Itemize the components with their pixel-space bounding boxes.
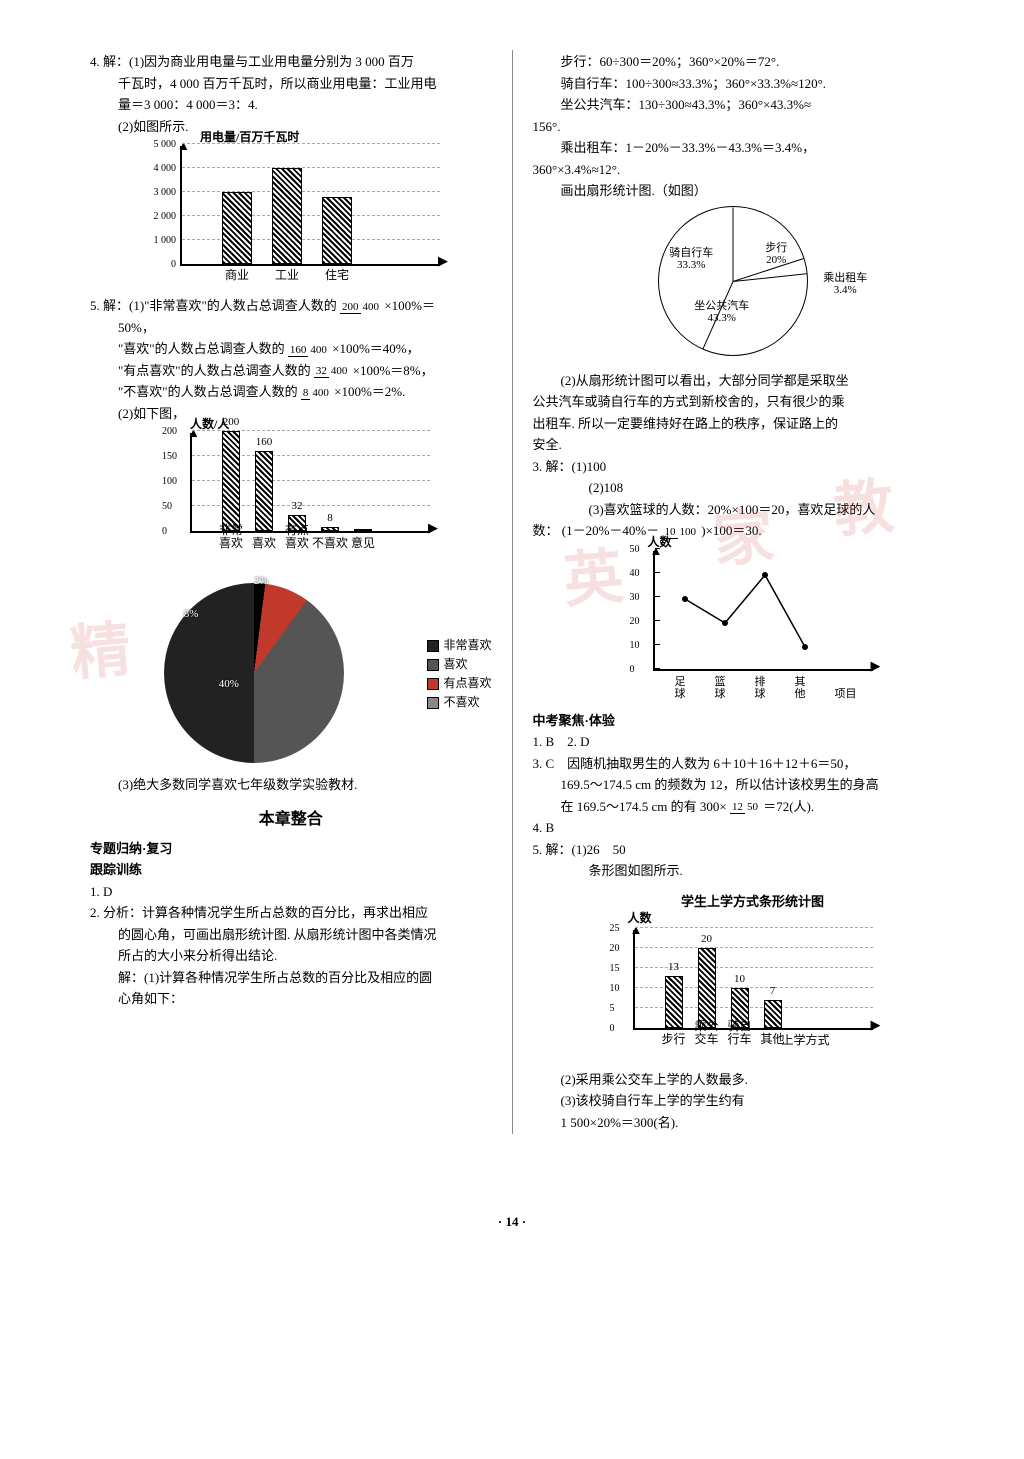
pie-walk-label: 步行 20% (765, 242, 787, 266)
chapter-title: 本章整合 (90, 805, 492, 829)
pie-taxi-label: 乘出租车 3.4% (823, 272, 867, 296)
r-ans5: 5. 解：(1)26 50 (533, 840, 935, 860)
section-exam: 中考聚焦·体验 (533, 711, 935, 731)
q5-line5: (2)如下图， (90, 404, 492, 424)
q5-line1: 5. 解：(1)"非常喜欢"的人数占总调查人数的 200400 ×100%＝ (90, 296, 492, 316)
arrow-up-icon: ▲ (630, 922, 643, 938)
r-q3-head: 3. 解：(1)100 (533, 457, 935, 477)
q4-line1: 4. 解：(1)因为商业用电量与工业用电量分别为 3 000 百万 (90, 52, 492, 72)
r-q3-l4: 数： (1－20%－40%－ 10100 )×100＝30. (533, 521, 935, 541)
q5-line2: "喜欢"的人数占总调查人数的 160400 ×100%＝40%， (90, 339, 492, 359)
section-review: 专题归纳·复习 (90, 839, 492, 859)
r-ans3c: 在 169.5～174.5 cm 的有 300× 1250 ＝72(人). (533, 797, 935, 817)
r-ans5b: 条形图如图所示. (533, 861, 935, 881)
answer-1: 1. D (90, 882, 492, 902)
r-top-l3: 坐公共汽车：130÷300≈43.3%；360°×43.3%≈ (533, 95, 935, 115)
q5-line6: (3)绝大多数同学喜欢七年级数学实验教材. (90, 775, 492, 795)
section-practice: 跟踪训练 (90, 860, 492, 880)
page-number: · 14 · (0, 1214, 1024, 1230)
q4-line2: 千瓦时，4 000 百万千瓦时，所以商业用电量：工业用电 (90, 74, 492, 94)
q5-line3: "有点喜欢"的人数占总调查人数的 32400 ×100%＝8%， (90, 361, 492, 381)
pie-bike-label: 骑自行车 33.3% (669, 247, 713, 271)
r-para2-l4: 安全. (533, 435, 935, 455)
arrow-right-icon: ▶ (428, 520, 438, 536)
q4-line3: 量＝3 000：4 000＝3：4. (90, 95, 492, 115)
answer-2-l3: 所占的大小来分析得出结论. (90, 946, 492, 966)
electricity-bar-chart: 用电量/百万千瓦时 ▲ ▶ 5 0004 0003 0002 0001 0000… (170, 146, 450, 266)
r-top-l6: 360°×3.4%≈12°. (533, 160, 935, 180)
preference-bar-chart: 人数/人 ▲ ▶ 200150100500200非常 喜欢160喜欢32有点 喜… (170, 433, 450, 533)
preference-pie-chart: 精 2%8%40% 非常喜欢喜欢有点喜欢不喜欢 (90, 573, 492, 773)
answer-2-l2: 的圆心角，可画出扇形统计图. 从扇形统计图中各类情况 (90, 925, 492, 945)
arrow-right-icon: ▶ (871, 1017, 881, 1033)
arrow-up-icon: ▲ (187, 425, 200, 441)
r-q3-l2: (2)108 (533, 478, 935, 498)
arrow-right-icon: ▶ (438, 253, 448, 269)
r-top-l1: 步行：60÷300＝20%；360°×20%＝72°. (533, 52, 935, 72)
transport-pie-chart: 步行 20% 骑自行车 33.3% 坐公共汽车 43.3% 乘出租车 3.4% (658, 206, 808, 356)
r-ans3a: 3. C 因随机抽取男生的人数为 6＋10＋16＋12＋6＝50， (533, 754, 935, 774)
r-tail-l1: (2)采用乘公交车上学的人数最多. (533, 1070, 935, 1090)
r-top-l5: 乘出租车：1－20%－33.3%－43.3%＝3.4%， (533, 138, 935, 158)
answer-2-l4: 解：(1)计算各种情况学生所占总数的百分比及相应的圆 (90, 968, 492, 988)
r-top-l4: 156°. (533, 117, 935, 137)
answer-2-l5: 心角如下： (90, 989, 492, 1009)
r-ans1: 1. B 2. D (533, 732, 935, 752)
r-tail-l3: 1 500×20%＝300(名). (533, 1113, 935, 1133)
r-q3-l3: (3)喜欢篮球的人数：20%×100＝20，喜欢足球的人 (533, 500, 935, 520)
answer-2-head: 2. 分析：计算各种情况学生所占总数的百分比，再求出相应 (90, 903, 492, 923)
r-tail-l2: (3)该校骑自行车上学的学生约有 (533, 1091, 935, 1111)
r-para2-l3: 出租车. 所以一定要维持好在路上的秩序，保证路上的 (533, 414, 935, 434)
q5-line4: "不喜欢"的人数占总调查人数的 8400 ×100%＝2%. (90, 382, 492, 402)
arrow-up-icon: ▲ (177, 138, 190, 154)
commute-bar-chart: 学生上学方式条形统计图 人数 ▲ ▶ 252015105013步行20乘公 交车… (613, 891, 893, 1030)
r-para2-l2: 公共汽车或骑自行车的方式到新校舍的，只有很少的乘 (533, 392, 935, 412)
r-top-l7: 画出扇形统计图.（如图） (533, 181, 935, 201)
q5-line1c: 50%， (90, 318, 492, 338)
r-para2-l1: (2)从扇形统计图可以看出，大部分同学都是采取坐 (533, 371, 935, 391)
r-top-l2: 骑自行车：100÷300≈33.3%；360°×33.3%≈120°. (533, 74, 935, 94)
r-ans3b: 169.5～174.5 cm 的频数为 12，所以估计该校男生的身高 (533, 775, 935, 795)
r-ans4: 4. B (533, 818, 935, 838)
sports-line-chart: 人数 ▲ ▶ 50403020100足 球篮 球排 球其 他项目 (633, 551, 893, 671)
